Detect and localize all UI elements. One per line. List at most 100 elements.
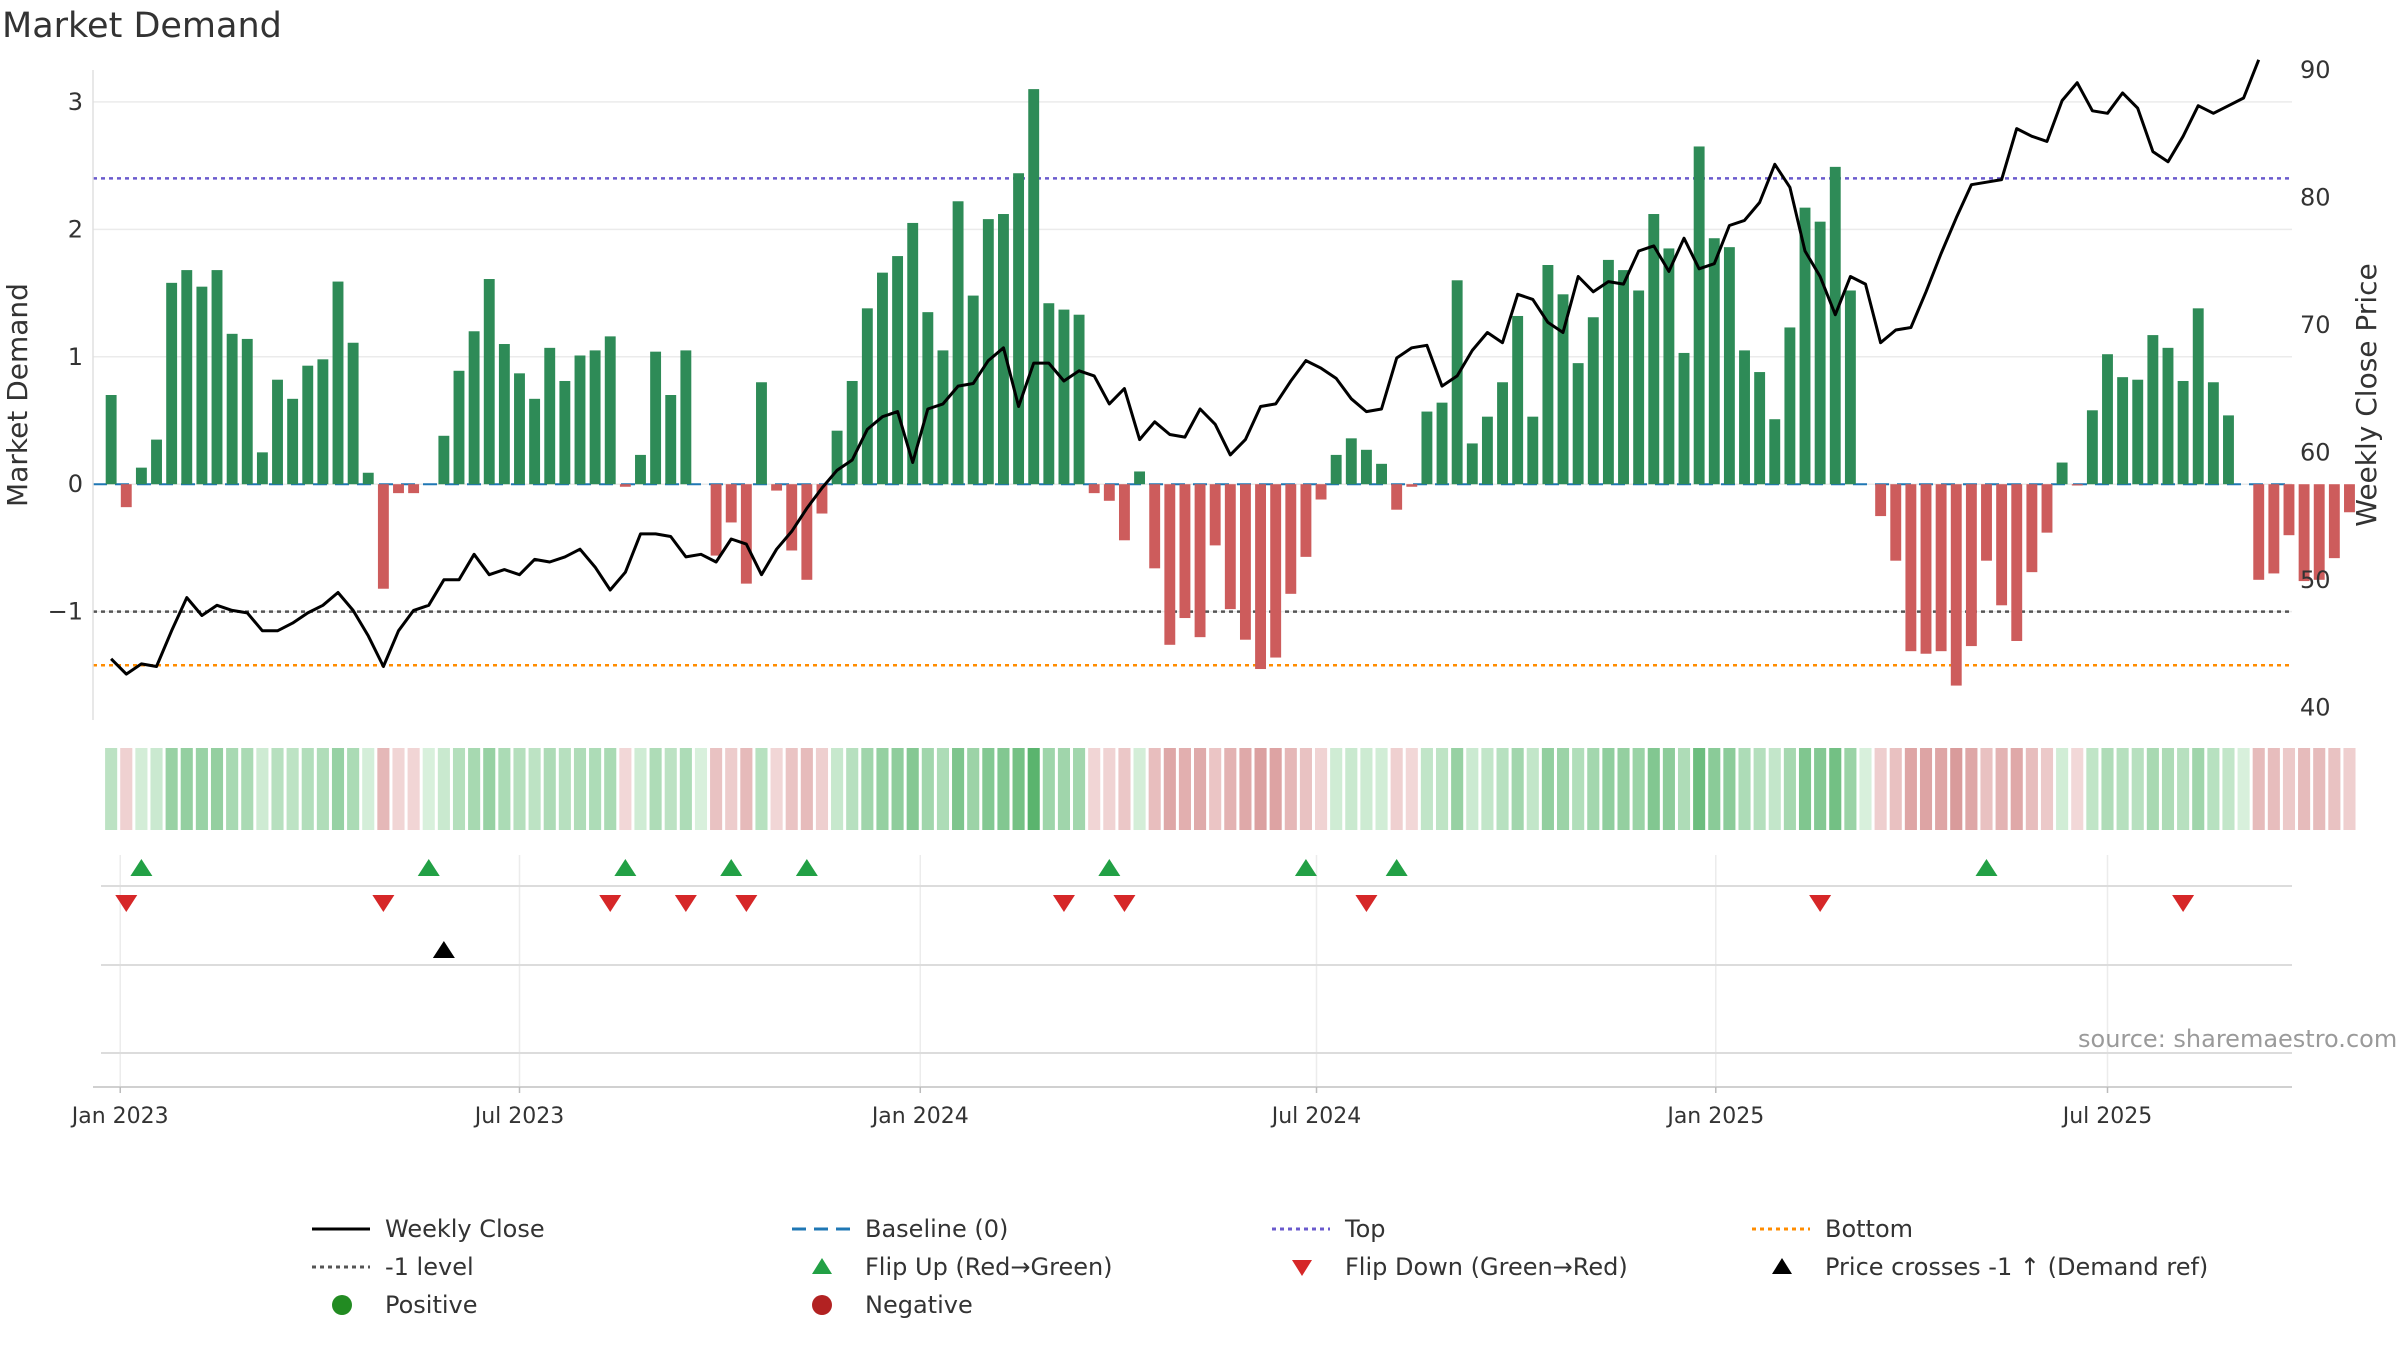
positive-demand-bar [302, 365, 314, 485]
heat-strip-cell [1708, 748, 1721, 830]
legend-symbol-triangle-up-green [812, 1258, 832, 1274]
negative-demand-bar [2011, 484, 2023, 641]
flip-up-marker [720, 859, 743, 876]
positive-demand-bar [892, 256, 904, 485]
positive-demand-bar [922, 312, 934, 485]
y2-tick-label: 90 [2300, 56, 2331, 84]
heat-strip-cell [483, 748, 496, 830]
positive-demand-bar [1557, 294, 1569, 485]
flip-up-marker [1385, 859, 1408, 876]
heat-strip-cell [407, 748, 420, 830]
negative-demand-bar [2298, 484, 2310, 582]
positive-demand-bar [272, 379, 283, 485]
negative-demand-bar [771, 484, 783, 491]
positive-demand-bar [650, 351, 662, 485]
positive-demand-bar [604, 336, 616, 485]
heat-strip-cell [422, 748, 435, 830]
positive-demand-bar [2132, 379, 2144, 485]
heat-strip-cell [1587, 748, 1600, 830]
positive-demand-bar [1013, 173, 1025, 485]
heat-strip-cell [1662, 748, 1675, 830]
y2-tick-label: 70 [2300, 311, 2331, 339]
heat-strip-cell [1088, 748, 1101, 830]
positive-demand-bar [1360, 449, 1372, 485]
flip-up-marker [417, 859, 440, 876]
positive-demand-bar [287, 398, 299, 485]
heat-strip-cell [1027, 748, 1040, 830]
heat-strip-cell [1057, 748, 1070, 830]
heat-strip-cell [2222, 748, 2235, 830]
heat-strip-cell [2207, 748, 2220, 830]
legend-symbol-triangle-down-red [1292, 1260, 1312, 1276]
heat-strip-cell [740, 748, 753, 830]
positive-demand-bar [529, 398, 541, 485]
negative-demand-bar [710, 484, 722, 556]
positive-demand-bar [2223, 415, 2234, 485]
heat-strip-cell [2071, 748, 2084, 830]
heat-strip-cell [2177, 748, 2190, 830]
positive-demand-bar [544, 347, 556, 485]
positive-demand-bar [1376, 463, 1387, 485]
legend-label: Weekly Close [385, 1215, 545, 1243]
positive-demand-bar [635, 454, 646, 485]
positive-demand-bar [362, 472, 374, 485]
heat-strip-cell [906, 748, 919, 830]
heat-strip-cell [316, 748, 329, 830]
positive-demand-bar [907, 222, 919, 485]
positive-demand-bar [1784, 327, 1796, 485]
negative-demand-bar [1088, 484, 1100, 494]
heat-strip-cell [105, 748, 118, 830]
heat-strip-cell [2040, 748, 2054, 830]
positive-demand-bar [1451, 280, 1463, 485]
heat-strip-cell [195, 748, 208, 830]
heat-strip-cell [2056, 748, 2069, 830]
heat-strip-cell [226, 748, 239, 830]
positive-demand-bar [2192, 308, 2204, 485]
flip-up-marker [1294, 859, 1317, 876]
heat-strip-cell [952, 748, 965, 830]
heat-strip-cell [2116, 748, 2129, 830]
negative-demand-bar [725, 484, 737, 523]
positive-demand-bar [1739, 350, 1750, 485]
heat-strip-cell [1163, 748, 1176, 830]
positive-demand-bar [1058, 309, 1070, 485]
negative-demand-bar [2283, 484, 2295, 536]
negative-demand-bar [1391, 484, 1403, 510]
x-tick-label: Jan 2023 [70, 1104, 169, 1129]
heat-strip-cell [1693, 748, 1706, 830]
source-credit: source: sharemaestro.com [2078, 1025, 2398, 1053]
heat-strip-cell [286, 748, 299, 830]
positive-demand-bar [589, 350, 601, 485]
positive-demand-bar [1602, 259, 1614, 485]
heat-strip-cell [1995, 748, 2008, 830]
positive-demand-bar [196, 286, 208, 485]
positive-demand-bar [982, 219, 994, 485]
negative-demand-bar [1981, 484, 1992, 561]
negative-demand-bar [1965, 484, 1977, 647]
negative-demand-bar [2253, 484, 2265, 580]
heat-strip-cell [1829, 748, 1842, 830]
negative-demand-bar [408, 484, 420, 494]
positive-demand-bar [1134, 471, 1146, 485]
x-tick-label: Jul 2024 [1270, 1104, 1362, 1129]
y-tick-label: 3 [68, 88, 83, 116]
heat-strip-cell [1783, 748, 1796, 830]
positive-demand-bar [1043, 303, 1055, 485]
heat-strip-cell [876, 748, 889, 830]
legend-label: -1 level [385, 1253, 474, 1281]
heat-strip-cell [1919, 748, 1933, 830]
heat-strip-cell [1496, 748, 1509, 830]
heat-strip-cell [1073, 748, 1086, 830]
heat-strip-cell [1224, 748, 1237, 830]
flip-down-marker [1809, 895, 1832, 912]
negative-demand-bar [1209, 484, 1221, 546]
heat-strip-cell [241, 748, 254, 830]
negative-demand-bar [1194, 484, 1206, 638]
positive-demand-bar [1799, 207, 1811, 485]
heat-strip-cell [1012, 748, 1025, 830]
negative-demand-bar [1406, 484, 1418, 487]
heat-strip-cell [1239, 748, 1252, 830]
positive-demand-bar [1028, 89, 1040, 485]
negative-demand-bar [1920, 484, 1932, 654]
positive-demand-bar [1512, 315, 1524, 485]
